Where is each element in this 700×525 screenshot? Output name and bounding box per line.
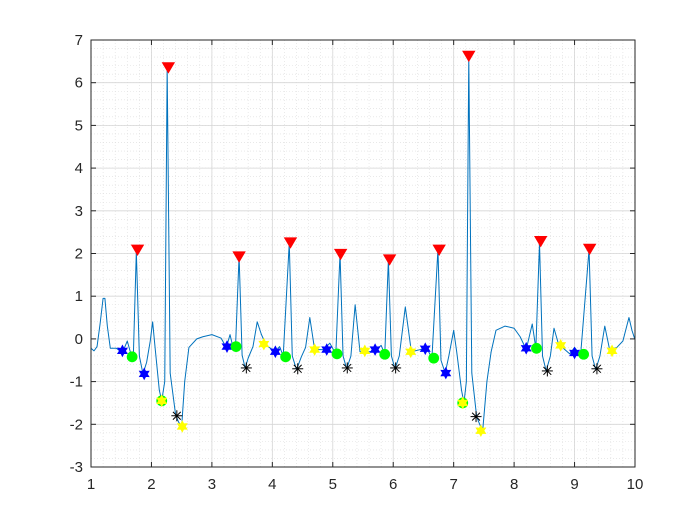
- x-tick-label: 1: [87, 476, 95, 493]
- asterisk-stroke: [293, 364, 302, 374]
- asterisk-marker: [171, 410, 183, 422]
- circle-marker: [428, 352, 440, 364]
- x-tick-label: 7: [449, 476, 457, 493]
- hexagram-shape: [419, 342, 431, 356]
- hexagram-marker: [321, 343, 333, 356]
- hexagram-marker: [359, 344, 371, 358]
- x-tick-label: 2: [147, 476, 155, 493]
- y-tick-label: 3: [75, 203, 83, 220]
- hexagram-marker: [309, 343, 321, 356]
- x-tick-label: 6: [389, 476, 397, 493]
- hexagram-shape: [138, 367, 150, 381]
- hexagram-shape: [457, 396, 469, 410]
- hexagram-marker: [138, 367, 150, 381]
- hexagram-marker: [520, 341, 532, 355]
- circle-marker: [531, 342, 542, 354]
- hexagram-shape: [520, 341, 532, 355]
- triangle-down-marker: [582, 243, 597, 256]
- x-tick-label: 3: [208, 476, 216, 493]
- y-tick-label: 7: [75, 32, 83, 49]
- marker-series: [116, 50, 618, 438]
- y-tick-label: 1: [75, 288, 83, 305]
- triangle-down-marker: [462, 50, 476, 63]
- hexagram-marker: [369, 343, 381, 356]
- hexagram-shape: [321, 343, 333, 356]
- axis-ticks: [90, 39, 636, 468]
- asterisk-stroke: [343, 363, 352, 373]
- asterisk-marker: [292, 363, 304, 375]
- triangle-down-marker: [283, 237, 298, 249]
- hexagram-shape: [258, 337, 270, 351]
- hexagram-shape: [269, 345, 281, 359]
- y-tick-label: 0: [75, 331, 83, 348]
- circle-marker: [578, 348, 590, 360]
- hexagram-marker: [419, 342, 431, 356]
- hexagram-shape: [359, 344, 371, 358]
- hexagram-marker: [116, 344, 128, 358]
- triangle-down-marker: [130, 244, 145, 256]
- x-tick-label: 5: [329, 476, 337, 493]
- asterisk-marker: [541, 365, 553, 377]
- hexagram-marker: [555, 338, 567, 352]
- hexagram-marker: [269, 345, 281, 359]
- hexagram-marker: [405, 345, 417, 359]
- circle-marker: [126, 351, 138, 363]
- asterisk-stroke: [391, 363, 400, 373]
- hexagram-marker: [258, 337, 270, 351]
- hexagram-marker: [156, 394, 168, 408]
- triangle-down-marker: [534, 236, 548, 248]
- hexagram-shape: [440, 366, 452, 380]
- asterisk-stroke: [592, 364, 602, 374]
- y-tick-label: -2: [70, 416, 83, 433]
- y-tick-label: 4: [75, 160, 83, 177]
- x-tick-label: 9: [570, 476, 578, 493]
- asterisk-stroke: [543, 366, 552, 376]
- triangle-down-marker: [382, 254, 397, 266]
- asterisk-marker: [591, 363, 603, 375]
- hexagram-shape: [176, 420, 188, 433]
- hexagram-marker: [457, 396, 469, 410]
- y-tick-label: 2: [75, 246, 83, 263]
- triangle-down-marker: [232, 251, 246, 263]
- triangle-down-marker: [333, 248, 348, 261]
- asterisk-marker: [240, 362, 252, 374]
- hexagram-shape: [555, 338, 567, 352]
- triangle-down-marker: [161, 62, 176, 74]
- circle-marker: [379, 348, 391, 360]
- y-tick-label: -3: [70, 459, 83, 476]
- triangle-down-marker: [432, 244, 446, 256]
- axis-tick-labels: 1 2 3 4 5 6 7 8 9 10 -3 -2 -1 0 1 2 3 4 5 6 7: [70, 32, 644, 493]
- hexagram-shape: [369, 343, 381, 356]
- asterisk-stroke: [471, 412, 481, 421]
- y-tick-label: 6: [75, 75, 83, 92]
- hexagram-shape: [569, 346, 581, 360]
- hexagram-marker: [176, 420, 188, 433]
- asterisk-marker: [470, 411, 482, 423]
- hexagram-marker: [606, 344, 618, 358]
- y-tick-label: 5: [75, 117, 83, 134]
- x-tick-label: 10: [627, 476, 644, 493]
- hexagram-shape: [309, 343, 321, 356]
- asterisk-stroke: [172, 411, 182, 421]
- x-tick-label: 4: [268, 476, 276, 493]
- signal-series-line: [90, 56, 636, 432]
- x-tick-label: 8: [510, 476, 518, 493]
- asterisk-stroke: [242, 363, 251, 373]
- y-tick-label: -1: [70, 374, 83, 391]
- circle-marker: [280, 351, 292, 363]
- hexagram-marker: [569, 346, 581, 360]
- hexagram-shape: [475, 424, 487, 438]
- hexagram-marker: [440, 366, 452, 380]
- hexagram-shape: [405, 345, 417, 359]
- asterisk-marker: [341, 362, 353, 374]
- circle-marker: [230, 341, 242, 352]
- hexagram-shape: [606, 344, 618, 358]
- hexagram-marker: [475, 424, 487, 438]
- asterisk-marker: [390, 362, 402, 374]
- hexagram-shape: [116, 344, 128, 358]
- signal-line: [90, 56, 636, 432]
- hexagram-shape: [156, 394, 168, 408]
- circle-marker: [331, 348, 343, 360]
